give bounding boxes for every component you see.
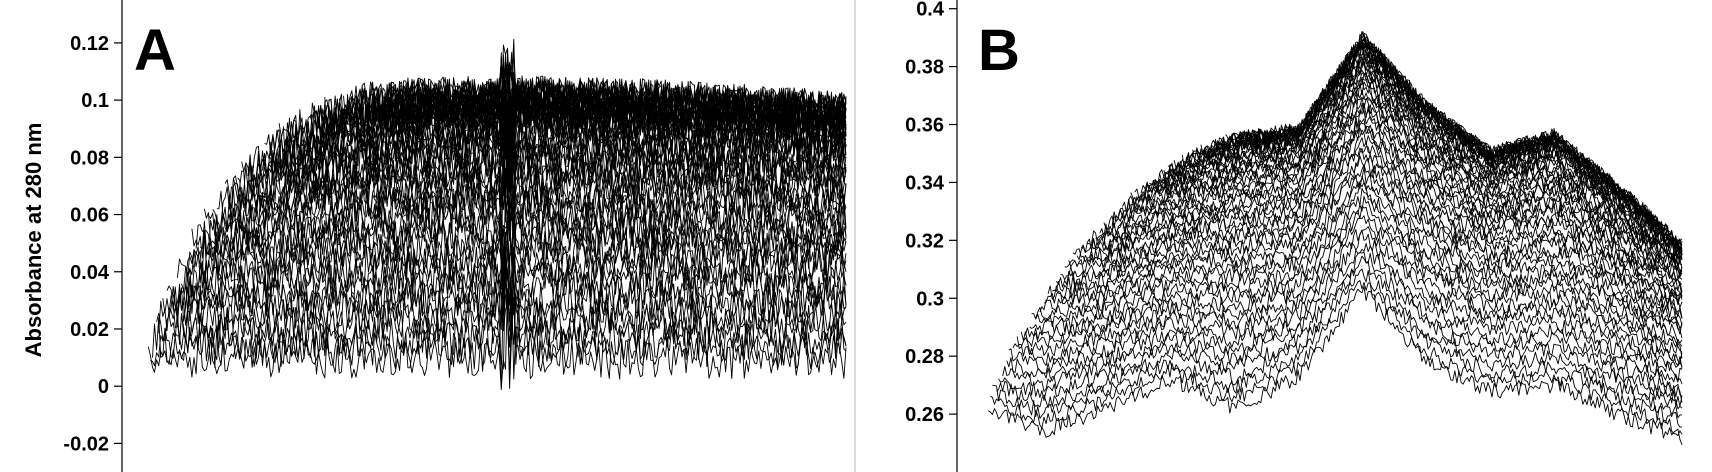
panel-b-y-ticks: 0.26 0.28 0.3 0.32 0.34 0.36 0.38 0.4 bbox=[905, 0, 957, 426]
panel-b-spectrum-trace bbox=[1016, 205, 1683, 383]
panel-b-spectrum-trace bbox=[1024, 188, 1683, 369]
panel-a-y-tick-label: 0.04 bbox=[70, 262, 110, 284]
panel-b-y-tick-label: 0.34 bbox=[905, 172, 945, 194]
panel-b-spectrum-trace bbox=[1163, 43, 1683, 261]
panel-b-spectrum-trace bbox=[1008, 226, 1683, 397]
panel-a-spectrum-trace bbox=[199, 175, 847, 285]
panel-a-spectrum-trace bbox=[189, 218, 847, 306]
panel-a-y-tick-label: 0.06 bbox=[70, 205, 109, 227]
panel-a-y-tick-label: 0.1 bbox=[81, 90, 109, 112]
panel-a-spectrum-trace bbox=[228, 146, 847, 239]
panel-a: -0.02 0 0.02 0.04 0.06 0.08 0.1 0.12 A Absorban… bbox=[21, 0, 847, 472]
panel-a-y-ticks: -0.02 0 0.02 0.04 0.06 0.08 0.1 0.12 bbox=[63, 33, 122, 455]
panel-b-y-tick-label: 0.38 bbox=[905, 57, 944, 79]
panel-a-y-axis-title: Absorbance at 280 nm bbox=[21, 123, 46, 358]
panel-a-traces bbox=[147, 38, 847, 391]
panel-b-spectrum-trace bbox=[1080, 102, 1683, 303]
panel-b-spectrum-trace bbox=[992, 268, 1683, 428]
panel-b-spectrum-trace bbox=[990, 280, 1683, 436]
panel-b-spectrum-trace bbox=[1029, 181, 1683, 363]
panel-a-y-tick-label: -0.02 bbox=[63, 433, 109, 455]
panel-b-spectrum-trace bbox=[1225, 31, 1683, 242]
panel-b-spectrum-trace bbox=[1006, 229, 1683, 403]
panel-b-y-tick-label: 0.26 bbox=[905, 404, 944, 426]
panel-b-spectrum-trace bbox=[1167, 45, 1683, 259]
panel-b-spectrum-trace bbox=[1087, 103, 1683, 299]
panel-b-y-tick-label: 0.3 bbox=[916, 288, 944, 310]
panel-b-spectrum-trace bbox=[1239, 35, 1683, 252]
panel-a-y-tick-label: 0.02 bbox=[70, 319, 109, 341]
panel-b-label: B bbox=[978, 18, 1020, 83]
panel-b: 0.26 0.28 0.3 0.32 0.34 0.36 0.38 0.4 B bbox=[905, 0, 1683, 472]
panel-b-y-tick-label: 0.4 bbox=[916, 0, 945, 21]
panel-b-spectrum-trace bbox=[1035, 166, 1683, 353]
panel-b-spectrum-trace bbox=[1056, 137, 1683, 329]
panel-b-spectrum-trace bbox=[1117, 72, 1683, 276]
panel-b-spectrum-trace bbox=[996, 255, 1682, 419]
panel-b-spectrum-trace bbox=[1047, 147, 1683, 339]
panel-b-y-tick-label: 0.32 bbox=[905, 230, 944, 252]
panel-a-spectrum-trace bbox=[401, 75, 847, 151]
panel-b-spectrum-trace bbox=[1002, 242, 1683, 407]
panel-b-spectrum-trace bbox=[1076, 109, 1683, 306]
panel-b-spectrum-trace bbox=[988, 286, 1683, 446]
panel-b-spectrum-trace bbox=[1039, 164, 1683, 348]
panel-a-y-tick-label: 0 bbox=[98, 376, 109, 398]
panel-a-spectrum-trace bbox=[251, 103, 847, 216]
panel-b-y-tick-label: 0.28 bbox=[905, 346, 944, 368]
panel-a-label: A bbox=[134, 18, 176, 83]
panel-b-spectrum-trace bbox=[1091, 96, 1683, 297]
panel-a-spectrum-trace bbox=[241, 113, 847, 226]
panel-b-spectrum-trace bbox=[1095, 92, 1683, 297]
panel-a-y-tick-label: 0.12 bbox=[70, 33, 109, 55]
panel-b-spectrum-trace bbox=[998, 251, 1683, 410]
panel-a-spectrum-trace bbox=[195, 194, 847, 282]
panel-a-y-tick-label: 0.08 bbox=[70, 147, 109, 169]
panel-b-spectrum-trace bbox=[1031, 175, 1683, 359]
panel-b-traces bbox=[988, 31, 1683, 446]
panel-b-y-tick-label: 0.36 bbox=[905, 115, 944, 137]
panel-a-spectrum-trace bbox=[150, 288, 847, 389]
panel-b-spectrum-trace bbox=[1068, 118, 1683, 319]
panel-b-spectrum-trace bbox=[1235, 32, 1683, 253]
